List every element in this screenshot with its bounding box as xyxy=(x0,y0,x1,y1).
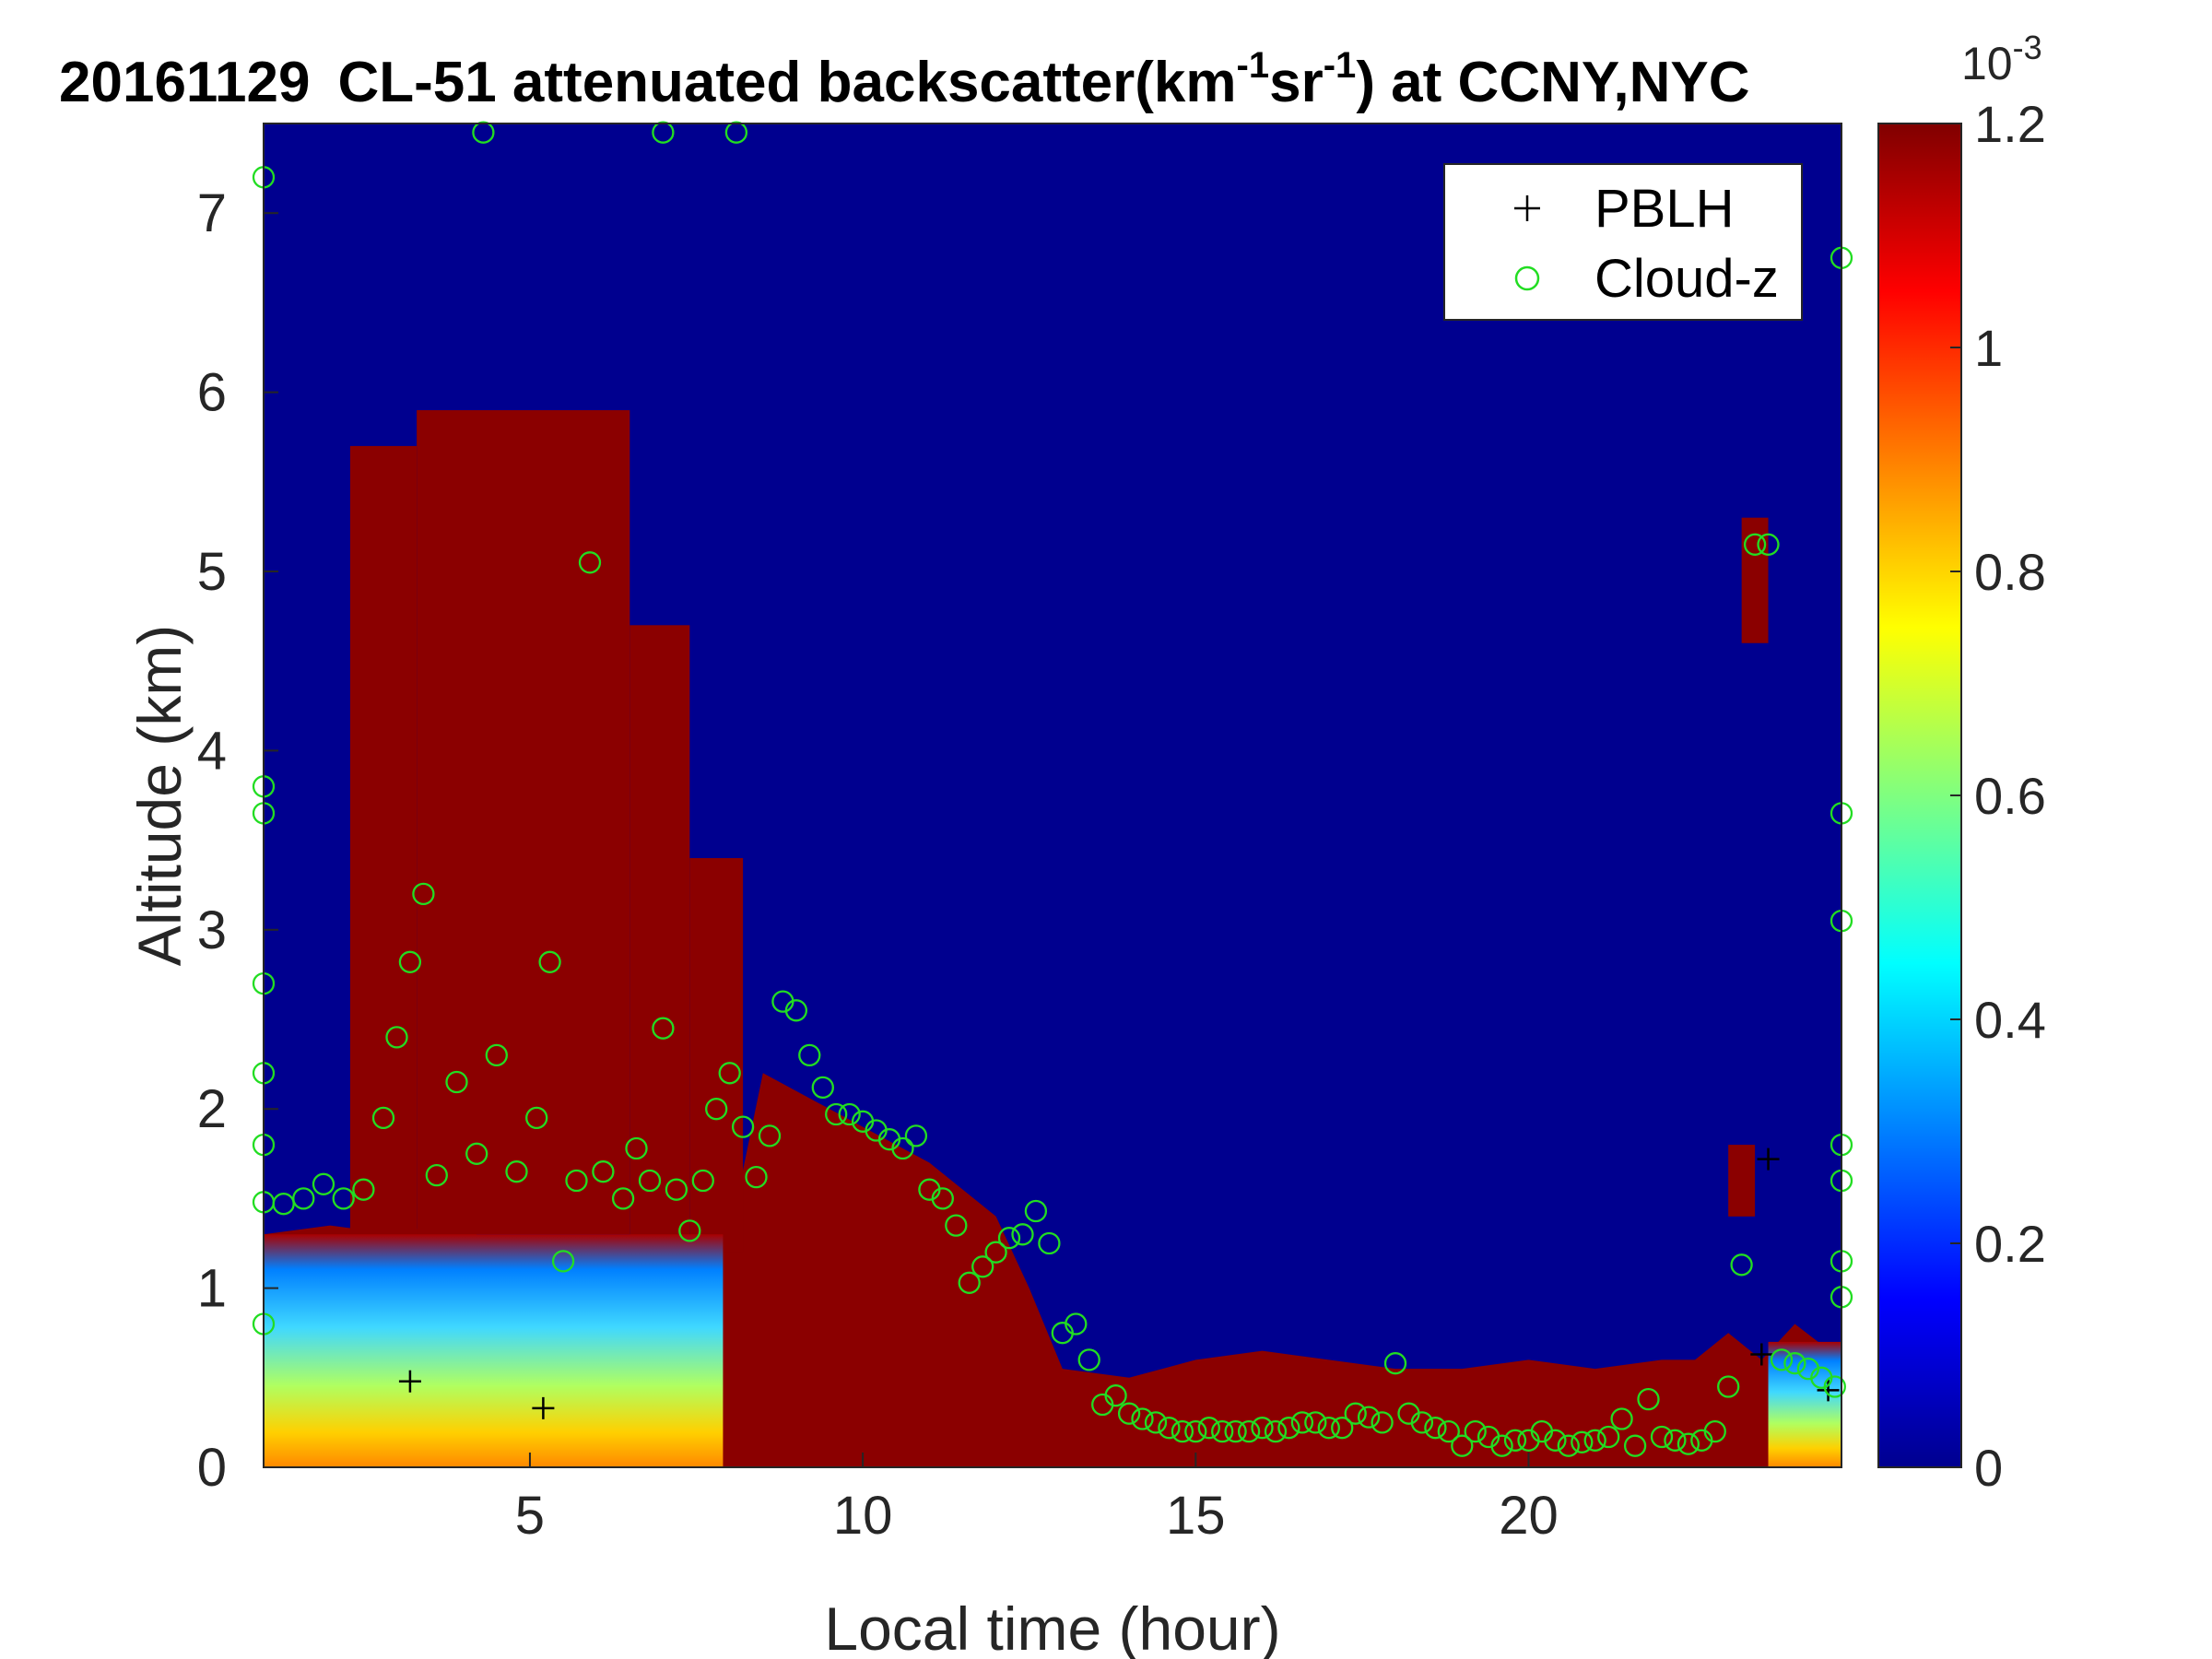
colorbar-exponent: 10-3 xyxy=(1961,29,2042,89)
title-sup1: -1 xyxy=(1237,45,1270,86)
y-tick-label: 6 xyxy=(197,363,227,423)
x-tick-label: 5 xyxy=(515,1486,545,1546)
x-tick-label: 10 xyxy=(833,1486,893,1546)
colorbar-gradient xyxy=(1878,124,1961,1467)
y-tick-label: 4 xyxy=(197,721,227,781)
elevated-layer xyxy=(417,410,629,1234)
title-tail: ) at CCNY,NYC xyxy=(1356,51,1749,114)
elevated-layer xyxy=(689,858,743,1253)
x-tick-label: 15 xyxy=(1166,1486,1226,1546)
title-mid: sr xyxy=(1269,51,1324,114)
colorbar-exponent-base: 10 xyxy=(1961,38,2013,89)
y-axis-label: Altitude (km) xyxy=(125,625,194,966)
elevated-layer xyxy=(1742,518,1769,643)
y-tick-label: 3 xyxy=(197,900,227,960)
plume-region-morning xyxy=(264,1234,723,1467)
y-tick-label: 5 xyxy=(197,542,227,602)
x-axis-label: Local time (hour) xyxy=(824,1594,1280,1659)
title-main: CL-51 attenuated backscatter(km xyxy=(337,51,1236,114)
colorbar-tick-label: 0.4 xyxy=(1974,991,2046,1049)
elevated-layer xyxy=(350,446,417,1288)
colorbar-ticks: 0 0.2 0.4 0.6 0.8 1 1.2 xyxy=(1950,95,2046,1497)
plot-area: 5 10 15 20 0 1 2 3 4 5 6 7 xyxy=(197,123,1852,1546)
title-sup2: -1 xyxy=(1324,45,1357,86)
legend-label-pblh: PBLH xyxy=(1594,179,1735,239)
colorbar-tick-label: 1.2 xyxy=(1974,95,2046,153)
chart-title: 20161129 CL-51 attenuated backscatter(km-… xyxy=(59,45,1749,114)
y-tick-label: 1 xyxy=(197,1259,227,1319)
x-tick-label: 20 xyxy=(1499,1486,1559,1546)
colorbar-exponent-power: -3 xyxy=(2013,29,2042,66)
y-tick-label: 0 xyxy=(197,1438,227,1498)
elevated-layer xyxy=(1728,1145,1755,1217)
legend-label-cloud-z: Cloud-z xyxy=(1594,249,1779,309)
y-tick-label: 2 xyxy=(197,1079,227,1139)
colorbar: 0 0.2 0.4 0.6 0.8 1 1.2 10-3 xyxy=(1878,29,2046,1497)
colorbar-tick-label: 0.8 xyxy=(1974,543,2046,601)
colorbar-tick-label: 0 xyxy=(1974,1439,2003,1497)
colorbar-tick-label: 0.2 xyxy=(1974,1215,2046,1273)
title-date: 20161129 xyxy=(59,51,310,114)
legend: PBLH Cloud-z xyxy=(1444,164,1802,320)
colorbar-tick-label: 1 xyxy=(1974,319,2003,377)
y-tick-label: 7 xyxy=(197,183,227,243)
colorbar-tick-label: 0.6 xyxy=(1974,767,2046,825)
